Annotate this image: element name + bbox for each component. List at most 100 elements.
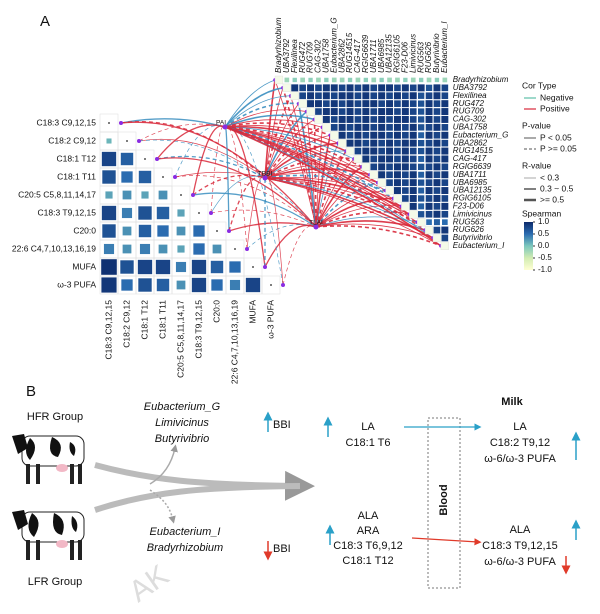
heat-cell — [401, 84, 409, 92]
heat-cell — [441, 147, 449, 155]
diag-cell — [369, 170, 378, 179]
heat-cell — [191, 259, 207, 275]
heat-cell — [386, 108, 394, 116]
heat-cell — [386, 84, 394, 92]
heat-cell — [441, 115, 449, 123]
heat-cell — [300, 77, 305, 83]
bacteria-label: Limivicinus — [155, 417, 209, 429]
diag-dot — [180, 194, 182, 196]
heat-cell — [338, 92, 346, 100]
heat-cell — [386, 171, 393, 179]
col-label: Flexilinea — [290, 39, 299, 73]
heat-cell — [370, 155, 378, 163]
col-label: RUG626 — [424, 41, 433, 73]
panel-label: A — [40, 13, 50, 30]
row-label: C18:2 C9,12 — [48, 135, 96, 145]
edge — [224, 87, 284, 128]
heat-cell — [291, 84, 299, 92]
edge — [224, 126, 386, 191]
row-label: 22:6 C4,7,10,13,16,19 — [12, 243, 96, 253]
col-label: CAG-302 — [314, 39, 323, 73]
row-label: F23-D06 — [453, 201, 485, 210]
heat-cell — [338, 108, 346, 115]
edge — [156, 155, 266, 179]
heat-cell — [211, 279, 223, 291]
row-label: C18:1 T11 — [57, 171, 96, 181]
col-label: RGIG6105 — [393, 34, 402, 73]
diag-cell — [306, 107, 315, 116]
heat-cell — [417, 179, 425, 186]
edge — [210, 125, 226, 214]
row-label: Eubacterium_G — [453, 130, 509, 139]
heat-cell — [409, 155, 417, 163]
heat-cell — [347, 77, 353, 83]
heat-cell — [292, 77, 297, 83]
row-label: UBA1758 — [453, 122, 488, 131]
diag-dot — [144, 158, 146, 160]
edge — [315, 142, 339, 228]
heat-cell — [370, 100, 378, 108]
heat-cell — [354, 131, 362, 139]
diag-cell — [440, 241, 449, 250]
heat-cell — [442, 219, 448, 225]
heat-cell — [393, 92, 401, 100]
heat-cell — [316, 77, 321, 83]
node — [281, 283, 285, 287]
heat-cell — [441, 195, 449, 202]
edge — [224, 95, 291, 128]
heat-cell — [315, 84, 322, 92]
diag-dot — [108, 122, 110, 124]
row-label: C20:0 — [73, 225, 96, 235]
heat-cell — [394, 139, 401, 147]
edge — [315, 205, 402, 228]
diag-cell — [282, 83, 291, 93]
heat-cell — [417, 100, 425, 107]
heat-cell — [212, 244, 222, 254]
heat-cell — [393, 179, 401, 187]
group-label: HFR Group — [27, 411, 83, 423]
colorbar-label: 0.5 — [538, 229, 550, 238]
bacteria-label: Eubacterium_I — [150, 526, 221, 538]
heat-cell — [314, 100, 322, 108]
diag-cell — [290, 91, 299, 100]
legend-title: P-value — [522, 120, 551, 130]
hub — [313, 224, 319, 230]
heat-cell — [433, 171, 441, 179]
edge — [224, 126, 418, 223]
heat-cell — [378, 131, 386, 139]
col-label: Bradyrhizobium — [274, 17, 283, 73]
heat-cell — [426, 77, 432, 83]
node — [209, 211, 213, 215]
diag-cell — [377, 178, 386, 187]
heat-cell — [433, 194, 441, 202]
heat-cell — [425, 100, 433, 108]
heat-cell — [120, 260, 134, 274]
edge — [224, 109, 307, 128]
heat-cell — [394, 84, 401, 92]
heat-cell — [417, 116, 425, 123]
heat-cell — [105, 191, 113, 199]
edge — [264, 110, 308, 179]
edge — [174, 175, 317, 228]
edge — [315, 223, 434, 239]
cow — [12, 510, 85, 560]
heat-cell — [245, 277, 261, 293]
row-label: RGIG6639 — [453, 162, 492, 171]
branch-arrow — [149, 444, 178, 485]
colorbar-label: -0.5 — [538, 253, 552, 262]
heat-cell — [441, 179, 449, 186]
fatty-acid: ω-6/ω-3 PUFA — [484, 453, 556, 465]
panel-a: C18:3 C9,12,15 C18:3 C9,12,15 C18:2 C9,12 C… — [12, 17, 577, 384]
col-label: UBA6985 — [377, 38, 386, 73]
legend-item: Positive — [540, 103, 570, 113]
heat-cell — [354, 123, 362, 131]
edge — [224, 122, 331, 137]
heat-cell — [425, 108, 433, 116]
heat-cell — [370, 92, 378, 100]
edge — [192, 174, 266, 196]
col-label: UBA12135 — [385, 34, 394, 73]
edge — [224, 126, 410, 215]
heat-cell — [425, 124, 433, 131]
diag-dot — [234, 248, 236, 250]
col-label: C18:1 T11 — [157, 300, 167, 339]
